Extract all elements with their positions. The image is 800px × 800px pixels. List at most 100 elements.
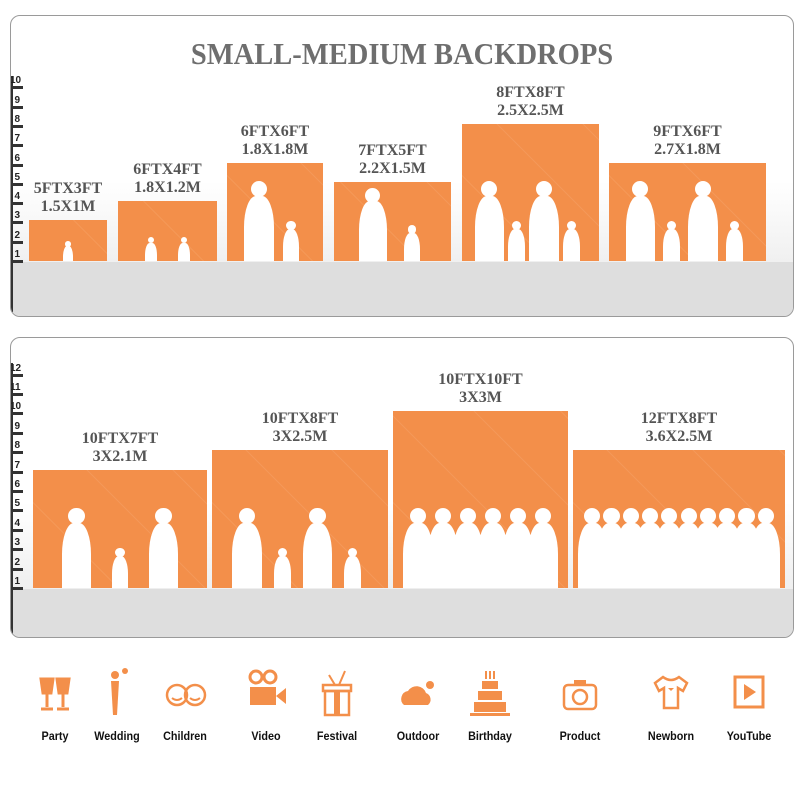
body xyxy=(635,522,665,588)
person-silhouette xyxy=(474,180,505,261)
y-tick xyxy=(13,221,23,225)
floor xyxy=(11,589,793,637)
head xyxy=(680,507,697,525)
use-newborn: Newborn xyxy=(636,665,706,743)
y-tick-label: 2 xyxy=(14,556,20,568)
y-tick xyxy=(13,182,23,186)
y-tick xyxy=(13,509,23,513)
y-tick xyxy=(13,393,23,396)
body xyxy=(403,522,433,588)
backdrop-bar xyxy=(573,450,785,588)
body xyxy=(302,522,333,588)
y-tick xyxy=(13,490,23,493)
size-ft: 12FTX8FT xyxy=(640,410,718,428)
head xyxy=(365,187,381,203)
person-silhouette xyxy=(274,547,291,588)
head xyxy=(155,507,172,525)
y-tick xyxy=(13,470,23,474)
y-tick xyxy=(13,124,23,128)
head xyxy=(661,507,678,525)
body xyxy=(111,556,129,588)
body xyxy=(359,201,387,261)
use-label: Birthday xyxy=(468,729,512,743)
y-tick-label: 2 xyxy=(14,229,20,241)
body xyxy=(274,556,291,588)
person-silhouette xyxy=(508,220,526,261)
play-button-icon xyxy=(733,675,765,709)
backdrop-size-label: 10FTX10FT 3X3M xyxy=(373,371,588,407)
head xyxy=(730,221,740,231)
body xyxy=(528,522,558,588)
person-silhouette xyxy=(654,507,685,588)
person-silhouette xyxy=(577,507,607,588)
y-tick-label: 3 xyxy=(14,210,20,222)
body xyxy=(663,229,681,261)
use-children: Children xyxy=(150,665,220,743)
use-festival: Festival xyxy=(302,665,372,743)
size-ft: 6FTX4FT xyxy=(133,161,202,179)
head xyxy=(509,507,527,525)
y-tick xyxy=(13,86,23,90)
y-tick-label: 5 xyxy=(14,498,20,510)
small-medium-panel: SMALL-MEDIUM BACKDROPS 1 2 3 4 5 6 7 8 9 10 5FTX3F… xyxy=(10,15,794,317)
body xyxy=(404,232,420,261)
person-silhouette xyxy=(62,240,74,261)
person-silhouette xyxy=(663,221,681,261)
head xyxy=(115,547,125,558)
y-tick-label: 10 xyxy=(10,75,22,87)
body xyxy=(282,229,300,261)
head xyxy=(622,507,639,525)
size-ft: 10FTX8FT xyxy=(261,410,339,428)
body xyxy=(712,522,742,588)
body xyxy=(62,246,74,261)
head xyxy=(407,225,417,234)
body xyxy=(731,522,762,588)
head xyxy=(699,507,716,525)
backdrop-bar xyxy=(462,123,599,261)
backdrop-bar xyxy=(393,411,568,588)
backdrop-size-label: 8FTX8FT 2.5X2.5M xyxy=(442,84,619,120)
size-ft: 5FTX3FT xyxy=(33,180,103,198)
backdrop-bar xyxy=(212,450,388,588)
use-video: Video xyxy=(231,665,301,743)
y-tick-label: 6 xyxy=(14,479,20,490)
y-tick xyxy=(13,567,23,571)
use-label: Newborn xyxy=(647,729,695,743)
head xyxy=(434,507,452,525)
body xyxy=(693,522,723,588)
body xyxy=(145,242,157,261)
person-silhouette xyxy=(726,221,743,261)
use-product: Product xyxy=(545,665,615,743)
y-tick xyxy=(13,202,23,206)
body xyxy=(654,522,685,588)
person-silhouette xyxy=(428,507,458,588)
floor xyxy=(11,262,793,316)
head xyxy=(603,507,620,525)
y-tick xyxy=(13,260,23,263)
head xyxy=(738,507,755,525)
use-label: Video xyxy=(251,729,281,743)
head xyxy=(68,507,85,525)
head xyxy=(641,507,659,525)
use-outdoor: Outdoor xyxy=(383,665,453,743)
head xyxy=(286,221,296,231)
size-m: 2.5X2.5M xyxy=(497,101,564,119)
person-silhouette xyxy=(529,180,559,261)
body xyxy=(673,522,704,588)
size-ft: 7FTX5FT xyxy=(358,141,427,159)
body xyxy=(688,195,718,261)
size-ft: 10FTX7FT xyxy=(81,429,159,447)
y-tick-label: 6 xyxy=(14,152,20,164)
person-silhouette xyxy=(302,507,333,588)
head xyxy=(481,180,498,198)
size-ft: 6FTX6FT xyxy=(240,122,310,140)
body xyxy=(61,522,92,588)
person-silhouette xyxy=(244,181,274,261)
head xyxy=(147,237,155,244)
y-tick xyxy=(13,548,23,552)
uses-row: Party Wedding Children Video Festival Outdoor… xyxy=(0,665,800,755)
head xyxy=(250,181,268,198)
y-tick-label: 5 xyxy=(14,171,20,183)
body xyxy=(529,195,559,261)
use-wedding: Wedding xyxy=(82,665,152,743)
